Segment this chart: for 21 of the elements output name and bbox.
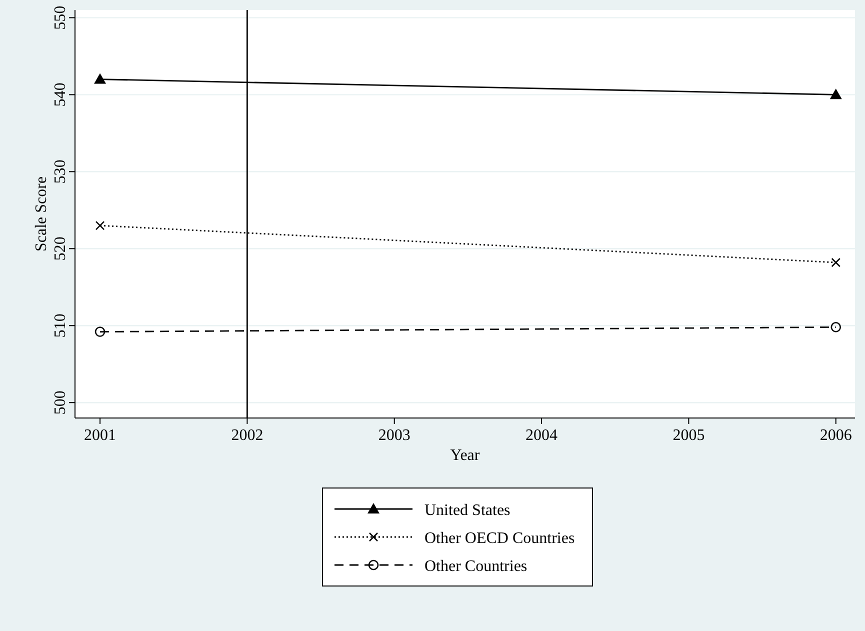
x-tick-label: 2004 (526, 427, 558, 444)
y-tick-label: 550 (52, 6, 69, 30)
point (831, 258, 841, 268)
point (95, 220, 105, 230)
point (830, 322, 842, 332)
y-tick-label: 520 (52, 236, 69, 261)
legend-label: United States (424, 502, 510, 519)
y-tick-label: 510 (52, 314, 69, 338)
y-axis-title: Scale Score (33, 176, 50, 252)
legend-label: Other Countries (424, 558, 528, 575)
y-tick-label: 530 (52, 160, 69, 184)
x-axis-title: Year (450, 447, 480, 464)
x-tick-label: 2003 (378, 427, 410, 444)
x-tick-label: 2005 (672, 427, 705, 444)
x-tick-label: 2006 (820, 427, 852, 444)
x-tick-label: 2002 (231, 427, 264, 444)
point (94, 326, 106, 337)
y-tick-label: 540 (52, 82, 69, 107)
x-tick-label: 2001 (84, 427, 116, 444)
y-tick-label: 500 (52, 390, 69, 415)
legend-label: Other OECD Countries (424, 530, 575, 547)
